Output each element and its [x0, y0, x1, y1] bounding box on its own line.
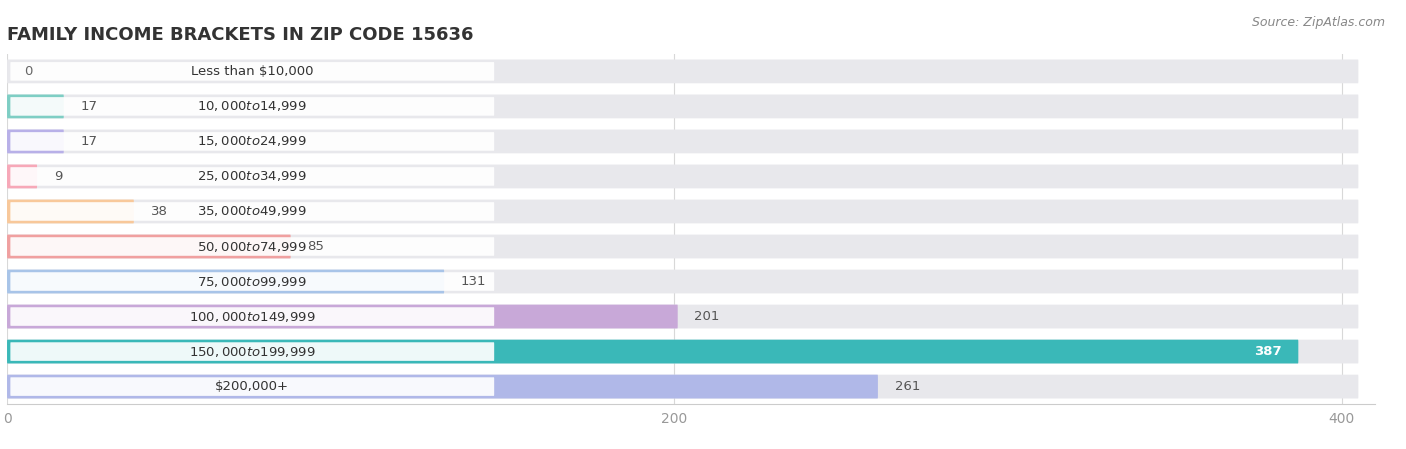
FancyBboxPatch shape [7, 234, 291, 259]
Text: $10,000 to $14,999: $10,000 to $14,999 [197, 99, 307, 114]
Text: 387: 387 [1254, 345, 1282, 358]
Text: $100,000 to $149,999: $100,000 to $149,999 [188, 309, 315, 324]
FancyBboxPatch shape [7, 129, 1358, 154]
FancyBboxPatch shape [10, 377, 494, 396]
FancyBboxPatch shape [7, 199, 1358, 224]
Text: 261: 261 [894, 380, 920, 393]
FancyBboxPatch shape [7, 164, 37, 189]
Text: $50,000 to $74,999: $50,000 to $74,999 [197, 239, 307, 254]
FancyBboxPatch shape [10, 167, 494, 186]
FancyBboxPatch shape [7, 304, 678, 329]
Text: $35,000 to $49,999: $35,000 to $49,999 [197, 204, 307, 219]
FancyBboxPatch shape [7, 164, 1358, 189]
FancyBboxPatch shape [7, 59, 1358, 84]
Text: 131: 131 [461, 275, 486, 288]
Text: $15,000 to $24,999: $15,000 to $24,999 [197, 134, 307, 149]
FancyBboxPatch shape [7, 269, 444, 294]
Text: $150,000 to $199,999: $150,000 to $199,999 [188, 344, 315, 359]
FancyBboxPatch shape [10, 97, 494, 116]
FancyBboxPatch shape [7, 129, 63, 154]
Text: 0: 0 [24, 65, 32, 78]
FancyBboxPatch shape [10, 202, 494, 221]
FancyBboxPatch shape [7, 374, 877, 399]
Text: 201: 201 [695, 310, 720, 323]
Text: Source: ZipAtlas.com: Source: ZipAtlas.com [1251, 16, 1385, 29]
FancyBboxPatch shape [10, 272, 494, 291]
FancyBboxPatch shape [10, 62, 494, 81]
FancyBboxPatch shape [7, 94, 1358, 119]
Text: 9: 9 [53, 170, 62, 183]
FancyBboxPatch shape [7, 339, 1358, 364]
FancyBboxPatch shape [10, 132, 494, 151]
FancyBboxPatch shape [7, 234, 1358, 259]
Text: Less than $10,000: Less than $10,000 [191, 65, 314, 78]
Text: $200,000+: $200,000+ [215, 380, 290, 393]
Text: 17: 17 [80, 135, 97, 148]
Text: 38: 38 [150, 205, 167, 218]
FancyBboxPatch shape [7, 304, 1358, 329]
Text: $25,000 to $34,999: $25,000 to $34,999 [197, 169, 307, 184]
FancyBboxPatch shape [10, 342, 494, 361]
FancyBboxPatch shape [10, 307, 494, 326]
FancyBboxPatch shape [10, 237, 494, 256]
Text: $75,000 to $99,999: $75,000 to $99,999 [197, 274, 307, 289]
FancyBboxPatch shape [7, 374, 1358, 399]
Text: 17: 17 [80, 100, 97, 113]
FancyBboxPatch shape [7, 94, 63, 119]
FancyBboxPatch shape [7, 339, 1298, 364]
FancyBboxPatch shape [7, 199, 134, 224]
Text: 85: 85 [308, 240, 325, 253]
Text: FAMILY INCOME BRACKETS IN ZIP CODE 15636: FAMILY INCOME BRACKETS IN ZIP CODE 15636 [7, 26, 474, 44]
FancyBboxPatch shape [7, 269, 1358, 294]
